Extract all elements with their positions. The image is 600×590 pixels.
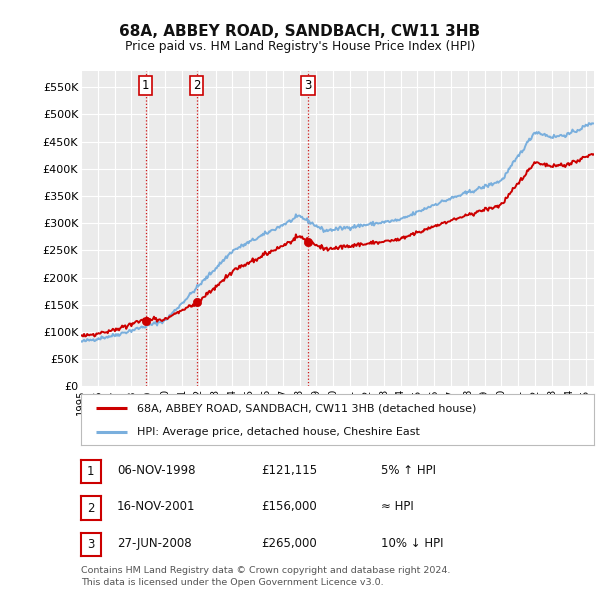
- Text: 27-JUN-2008: 27-JUN-2008: [117, 537, 191, 550]
- Text: 2: 2: [193, 78, 200, 91]
- Text: 10% ↓ HPI: 10% ↓ HPI: [381, 537, 443, 550]
- Text: £121,115: £121,115: [261, 464, 317, 477]
- Text: Contains HM Land Registry data © Crown copyright and database right 2024.
This d: Contains HM Land Registry data © Crown c…: [81, 566, 451, 587]
- Text: ≈ HPI: ≈ HPI: [381, 500, 414, 513]
- Text: 06-NOV-1998: 06-NOV-1998: [117, 464, 196, 477]
- Text: 3: 3: [304, 78, 311, 91]
- Text: 68A, ABBEY ROAD, SANDBACH, CW11 3HB: 68A, ABBEY ROAD, SANDBACH, CW11 3HB: [119, 24, 481, 38]
- Text: 16-NOV-2001: 16-NOV-2001: [117, 500, 196, 513]
- Text: £156,000: £156,000: [261, 500, 317, 513]
- Text: 68A, ABBEY ROAD, SANDBACH, CW11 3HB (detached house): 68A, ABBEY ROAD, SANDBACH, CW11 3HB (det…: [137, 403, 477, 413]
- Text: 3: 3: [87, 538, 95, 551]
- Text: 5% ↑ HPI: 5% ↑ HPI: [381, 464, 436, 477]
- Text: 1: 1: [87, 465, 95, 478]
- Text: 2: 2: [87, 502, 95, 514]
- Text: HPI: Average price, detached house, Cheshire East: HPI: Average price, detached house, Ches…: [137, 428, 421, 437]
- Text: £265,000: £265,000: [261, 537, 317, 550]
- Text: Price paid vs. HM Land Registry's House Price Index (HPI): Price paid vs. HM Land Registry's House …: [125, 40, 475, 53]
- Text: 1: 1: [142, 78, 149, 91]
